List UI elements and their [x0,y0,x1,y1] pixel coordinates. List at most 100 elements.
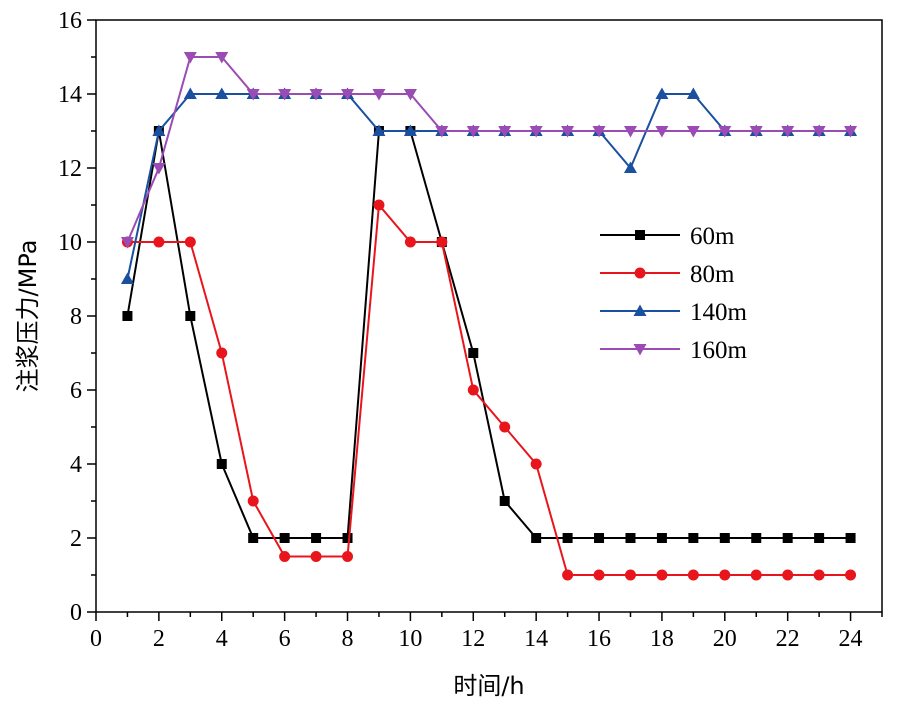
data-point [625,533,636,543]
data-point [750,569,762,581]
data-point [719,569,731,581]
legend-marker [634,267,646,279]
data-point [468,348,479,358]
data-point [310,551,322,562]
legend-label: 160m [690,337,748,364]
data-point [120,237,134,249]
data-point [120,272,134,284]
data-point [279,533,290,543]
legend-label: 140m [690,299,748,326]
data-point [656,569,668,581]
data-point [185,311,196,321]
x-tick-label: 0 [90,626,102,652]
y-tick-label: 2 [70,526,82,552]
data-point [812,126,826,138]
x-tick-label: 12 [461,626,485,652]
data-point [781,126,795,138]
data-point [309,89,323,101]
data-point [153,236,165,248]
series-line [126,93,851,280]
data-point [278,89,292,101]
data-point [719,533,730,543]
data-point [216,459,227,469]
data-point [782,569,794,581]
data-point [341,89,355,101]
data-point [813,569,825,581]
y-tick-label: 6 [70,378,82,404]
data-point [623,161,637,173]
data-point [279,551,291,562]
data-point [436,236,448,248]
data-point [655,126,669,138]
data-point [467,384,479,396]
data-point [403,89,417,101]
data-point [844,126,858,138]
legend-item: 60m [600,223,735,250]
data-point [623,126,637,138]
series-160m [120,52,858,249]
series-layer [120,52,858,581]
y-tick-label: 0 [70,600,82,626]
data-point [246,89,260,101]
legend-item: 80m [600,261,735,288]
data-point [814,533,825,543]
data-point [531,533,542,543]
x-tick-label: 4 [216,626,228,652]
data-point [184,236,196,248]
data-point [845,533,856,543]
data-point [435,126,449,138]
data-point [751,533,762,543]
x-tick-label: 14 [524,626,548,652]
legend-label: 60m [690,223,735,250]
series-line [126,130,851,539]
legend-marker [635,230,645,240]
data-point [594,533,605,543]
data-point [655,87,669,99]
data-point [686,87,700,99]
data-point [688,533,699,543]
data-point [529,126,543,138]
data-point [373,199,385,211]
data-point [216,347,228,359]
y-tick-label: 10 [58,230,82,256]
legend-marker [633,304,647,316]
data-point [593,569,605,581]
data-point [183,87,197,99]
data-point [183,52,197,64]
x-tick-label: 22 [776,626,800,652]
y-tick-label: 4 [70,452,82,478]
y-tick-label: 16 [58,8,82,34]
data-point [499,496,510,506]
series-60m [122,126,856,543]
data-point [656,533,667,543]
data-point [247,495,259,507]
data-point [215,52,229,64]
data-point [372,124,386,136]
data-point [687,569,699,581]
series-140m [120,87,858,284]
data-point [624,569,636,581]
legend-item: 160m [600,337,748,364]
data-point [152,163,166,175]
x-tick-label: 24 [839,626,863,652]
x-tick-label: 8 [342,626,354,652]
x-tick-label: 6 [279,626,291,652]
series-80m [121,199,857,581]
data-point [342,551,354,562]
x-axis-title: 时间/h [453,672,524,700]
data-point [152,124,166,136]
data-point [845,569,857,581]
series-line [126,56,851,243]
data-point [311,533,322,543]
data-point [372,89,386,101]
x-tick-label: 20 [713,626,737,652]
plot-frame [95,19,883,613]
data-point [499,421,511,433]
data-point [215,87,229,99]
data-point [782,533,793,543]
x-tick-label: 2 [153,626,165,652]
y-tick-label: 8 [70,304,82,330]
x-tick-label: 16 [587,626,611,652]
